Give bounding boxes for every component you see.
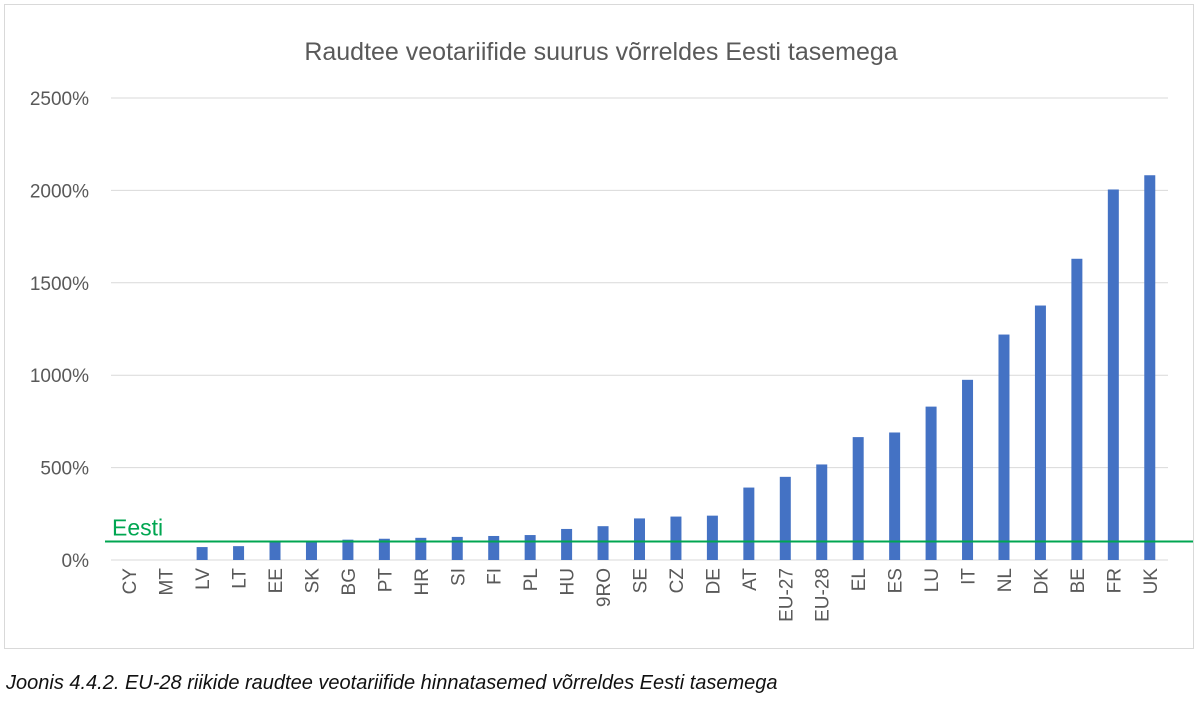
x-tick-label: EL (849, 568, 870, 591)
bars (196, 175, 1156, 560)
x-tick-label: AT (740, 568, 761, 591)
bar-at (743, 487, 755, 560)
x-tick-label: SE (631, 568, 652, 593)
bar-fi (488, 535, 500, 560)
x-tick-label: NL (995, 568, 1016, 592)
reference-line-group: Eesti (105, 515, 1193, 543)
bar-9ro (597, 526, 609, 560)
bar-ee (269, 542, 281, 560)
x-tick-label: MT (157, 568, 178, 596)
x-tick-label: LV (193, 568, 214, 590)
bar-sk (305, 540, 317, 560)
x-tick-label: EU-27 (776, 568, 797, 622)
y-tick-label: 0% (62, 551, 90, 572)
chart-frame: Raudtee veotariifide suurus võrreldes Ee… (4, 4, 1194, 649)
reference-line-label: Eesti (112, 515, 163, 541)
x-tick-label: LU (922, 568, 943, 592)
bar-eu-28 (816, 464, 828, 560)
x-tick-label: FR (1104, 568, 1125, 593)
bar-lu (925, 406, 937, 560)
bar-hu (561, 528, 573, 560)
bar-chart: Raudtee veotariifide suurus võrreldes Ee… (30, 38, 1193, 622)
bar-lt (233, 546, 245, 560)
figure-caption: Joonis 4.4.2. EU-28 riikide raudtee veot… (6, 672, 778, 694)
x-tick-label: BG (339, 568, 360, 595)
x-tick-label: IT (959, 568, 980, 585)
x-tick-label: SI (448, 568, 469, 586)
x-tick-label: ES (886, 568, 907, 593)
x-tick-label: PT (375, 568, 396, 593)
y-tick-label: 1500% (30, 274, 89, 295)
bar-hr (415, 537, 427, 560)
x-tick-label: DK (1031, 568, 1052, 595)
bar-fr (1107, 189, 1119, 560)
bar-pl (524, 535, 536, 560)
x-tick-label: PL (521, 568, 542, 591)
bar-bg (342, 539, 354, 560)
bar-cz (670, 516, 682, 560)
bar-dk (1034, 305, 1046, 560)
bar-nl (998, 334, 1010, 560)
x-tick-label: EU-28 (813, 568, 834, 622)
x-tick-label: UK (1141, 568, 1162, 595)
x-tick-label: EE (266, 568, 287, 593)
bar-uk (1144, 175, 1156, 560)
y-tick-label: 1000% (30, 366, 89, 387)
bar-lv (196, 547, 208, 560)
x-tick-label: FI (485, 568, 506, 585)
bar-es (889, 432, 901, 560)
y-tick-label: 2500% (30, 89, 89, 110)
bar-be (1071, 258, 1083, 560)
x-tick-label: LT (230, 568, 251, 589)
x-tick-label: SK (302, 568, 323, 594)
x-tick-label: CY (120, 568, 141, 595)
bar-se (634, 518, 645, 560)
gridlines (111, 97, 1168, 561)
x-axis-ticks: CY MT LV LT EE SK BG PT HR SI FI PL HU 9RO SE CZ DE AT EU-… (120, 568, 1162, 622)
bar-el (852, 437, 864, 560)
x-tick-label: CZ (667, 568, 688, 594)
bar-eu-27 (779, 476, 791, 560)
chart-title: Raudtee veotariifide suurus võrreldes Ee… (304, 38, 897, 66)
x-tick-label: HU (558, 568, 579, 595)
bar-pt (378, 538, 390, 560)
y-axis-ticks: 0% 500% 1000% 1500% 2000% 2500% (30, 89, 89, 572)
bar-de (706, 515, 718, 560)
y-tick-label: 2000% (30, 181, 89, 202)
x-tick-label: HR (412, 568, 433, 595)
bar-it (962, 379, 974, 560)
y-tick-label: 500% (40, 459, 89, 480)
x-tick-label: 9RO (594, 568, 615, 607)
x-tick-label: DE (703, 568, 724, 594)
x-tick-label: BE (1068, 568, 1089, 593)
bar-si (451, 536, 463, 560)
